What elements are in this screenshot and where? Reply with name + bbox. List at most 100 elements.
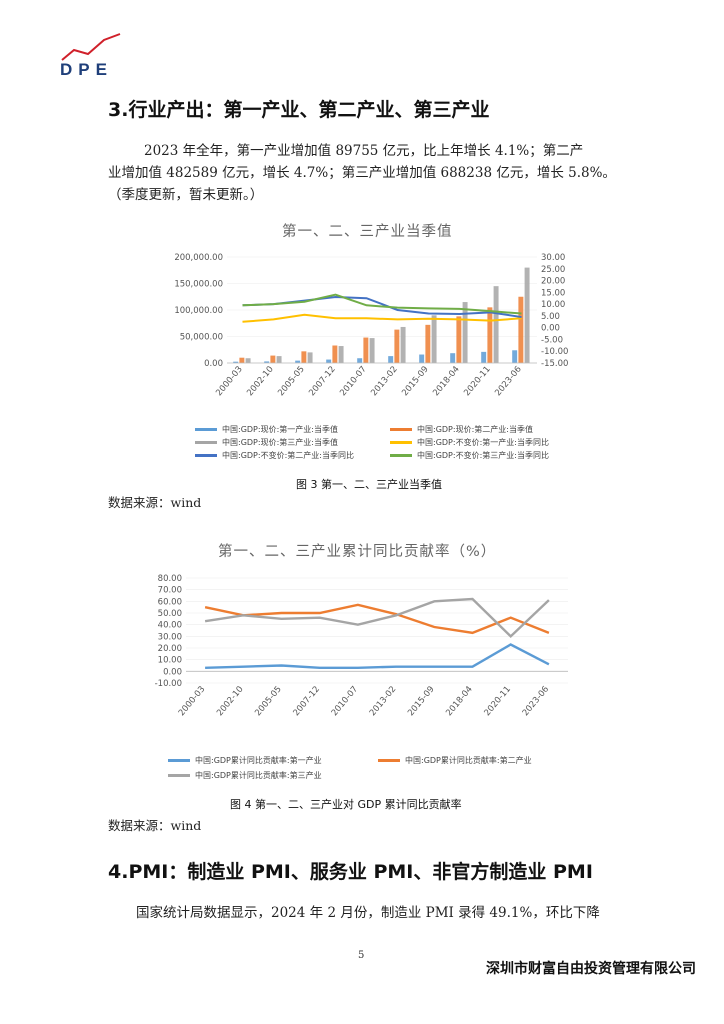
y-right-tick-label: 10.00 [541, 300, 565, 310]
legend-label: 中国:GDP:不变价:第三产业:当季同比 [417, 451, 549, 460]
bar [301, 351, 307, 363]
x-tick-label: 2005-05 [253, 685, 283, 719]
bar [338, 346, 344, 363]
y-left-tick-label: 0.00 [204, 359, 223, 369]
x-tick-label: 2023-06 [521, 685, 551, 719]
bar [481, 351, 487, 363]
section-4-paragraph: 国家统计局数据显示，2024 年 2 月份，制造业 PMI 录得 49.1%，环… [136, 905, 600, 921]
legend-label: 中国:GDP:现价:第一产业:当季值 [222, 425, 338, 434]
y-tick-label: 40.00 [158, 621, 182, 631]
bar [400, 326, 406, 363]
section-4-heading: 4.PMI：制造业 PMI、服务业 PMI、非官方制造业 PMI [108, 861, 593, 883]
bar [462, 302, 468, 363]
bar [295, 360, 301, 363]
legend-item: 中国:GDP:现价:第三产业:当季值 [195, 437, 338, 448]
y-left-tick-label: 150,000.00 [174, 280, 223, 290]
y-tick-label: 50.00 [158, 609, 182, 619]
dpe-logo [61, 33, 121, 61]
x-tick-label: 2007-12 [307, 365, 337, 399]
legend-swatch [390, 454, 412, 457]
series-line [204, 597, 550, 638]
chart-1: 0.00 50,000.00 100,000.00 150,000.00 200,000… [174, 253, 568, 399]
bar [332, 345, 338, 363]
legend-item: 中国:GDP累计同比贡献率:第三产业 [168, 770, 322, 781]
x-tick-label: 2018-04 [444, 685, 474, 719]
paragraph-line-3: （季度更新，暂未更新。） [108, 187, 264, 203]
legend-item: 中国:GDP:现价:第二产业:当季值 [390, 424, 533, 435]
x-tick-label: 2015-09 [406, 685, 436, 719]
bar [307, 352, 313, 363]
legend-item: 中国:GDP累计同比贡献率:第二产业 [378, 755, 532, 766]
legend-item: 中国:GDP:不变价:第三产业:当季同比 [390, 450, 549, 461]
figure-3-caption: 图 3 第一、二、三产业当季值 [296, 478, 442, 491]
bar [524, 267, 530, 363]
y-right-tick-label: 0.00 [541, 324, 560, 334]
bar [363, 337, 369, 363]
x-tick-label: 2000-03 [177, 685, 207, 719]
legend-swatch [390, 441, 412, 444]
paragraph-line-1: 2023 年全年，第一产业增加值 89755 亿元，比上年增长 4.1%；第二产 [144, 143, 584, 159]
y-right-tick-label: 5.00 [541, 312, 560, 322]
legend-item: 中国:GDP累计同比贡献率:第一产业 [168, 755, 322, 766]
legend-swatch [390, 428, 412, 431]
y-tick-label: 80.00 [158, 574, 182, 584]
bar [245, 358, 251, 363]
y-right-tick-label: -10.00 [541, 347, 568, 357]
x-tick-label: 2018-04 [431, 365, 461, 399]
x-tick-label: 2010-07 [338, 365, 368, 399]
y-left-tick-label: 200,000.00 [174, 253, 223, 263]
x-tick-label: 2005-05 [276, 365, 306, 399]
bar [369, 338, 375, 363]
figure-4-source: 数据来源：wind [108, 818, 202, 833]
legend-swatch [195, 428, 217, 431]
y-right-tick-label: -15.00 [541, 359, 568, 369]
bar [394, 329, 400, 363]
x-tick-label: 2002-10 [245, 365, 275, 399]
company-name: 深圳市财富自由投资管理有限公司 [486, 961, 696, 977]
legend-label: 中国:GDP累计同比贡献率:第二产业 [405, 756, 532, 765]
y-tick-label: 60.00 [158, 597, 182, 607]
bar [512, 350, 518, 363]
legend-item: 中国:GDP:不变价:第二产业:当季同比 [195, 450, 354, 461]
y-left-tick-label: 50,000.00 [180, 333, 223, 343]
bar [357, 358, 363, 363]
legend-item: 中国:GDP:不变价:第一产业:当季同比 [390, 437, 549, 448]
x-tick-label: 2010-07 [330, 685, 360, 719]
legend-label: 中国:GDP累计同比贡献率:第一产业 [195, 756, 322, 765]
legend-swatch [168, 759, 190, 762]
chart-2-title: 第一、二、三产业累计同比贡献率（%） [218, 544, 497, 560]
bar [456, 316, 462, 363]
y-tick-label: 0.00 [163, 667, 182, 677]
y-right-tick-label: 30.00 [541, 253, 565, 263]
y-right-tick-label: 20.00 [541, 277, 565, 287]
x-tick-label: 2013-02 [369, 365, 399, 399]
series-line [204, 603, 550, 635]
figure-3-source: 数据来源：wind [108, 495, 202, 510]
bar [450, 353, 456, 363]
series-line [242, 293, 522, 315]
legend-item: 中国:GDP:现价:第一产业:当季值 [195, 424, 338, 435]
bar [493, 286, 499, 363]
y-tick-label: 10.00 [158, 656, 182, 666]
bar [419, 354, 425, 363]
legend-label: 中国:GDP:不变价:第二产业:当季同比 [222, 451, 354, 460]
bar [264, 361, 270, 363]
series-line [205, 643, 550, 670]
bar [239, 357, 245, 363]
x-tick-label: 2020-11 [483, 685, 513, 719]
legend-label: 中国:GDP:现价:第二产业:当季值 [417, 425, 533, 434]
legend-swatch [168, 774, 190, 777]
y-tick-label: -10.00 [155, 679, 182, 689]
paragraph-line-2: 业增加值 482589 亿元，增长 4.7%；第三产业增加值 688238 亿元… [108, 165, 616, 181]
section-3-heading: 3.行业产出：第一产业、第二产业、第三产业 [108, 99, 490, 121]
bar [388, 356, 394, 363]
series-line [242, 313, 522, 323]
x-tick-label: 2007-12 [292, 685, 322, 719]
bar [276, 356, 282, 363]
figure-4-caption: 图 4 第一、二、三产业对 GDP 累计同比贡献率 [230, 798, 462, 811]
legend-swatch [195, 454, 217, 457]
bar [431, 315, 437, 363]
y-tick-label: 30.00 [158, 632, 182, 642]
logo-text: DPE [60, 60, 113, 79]
